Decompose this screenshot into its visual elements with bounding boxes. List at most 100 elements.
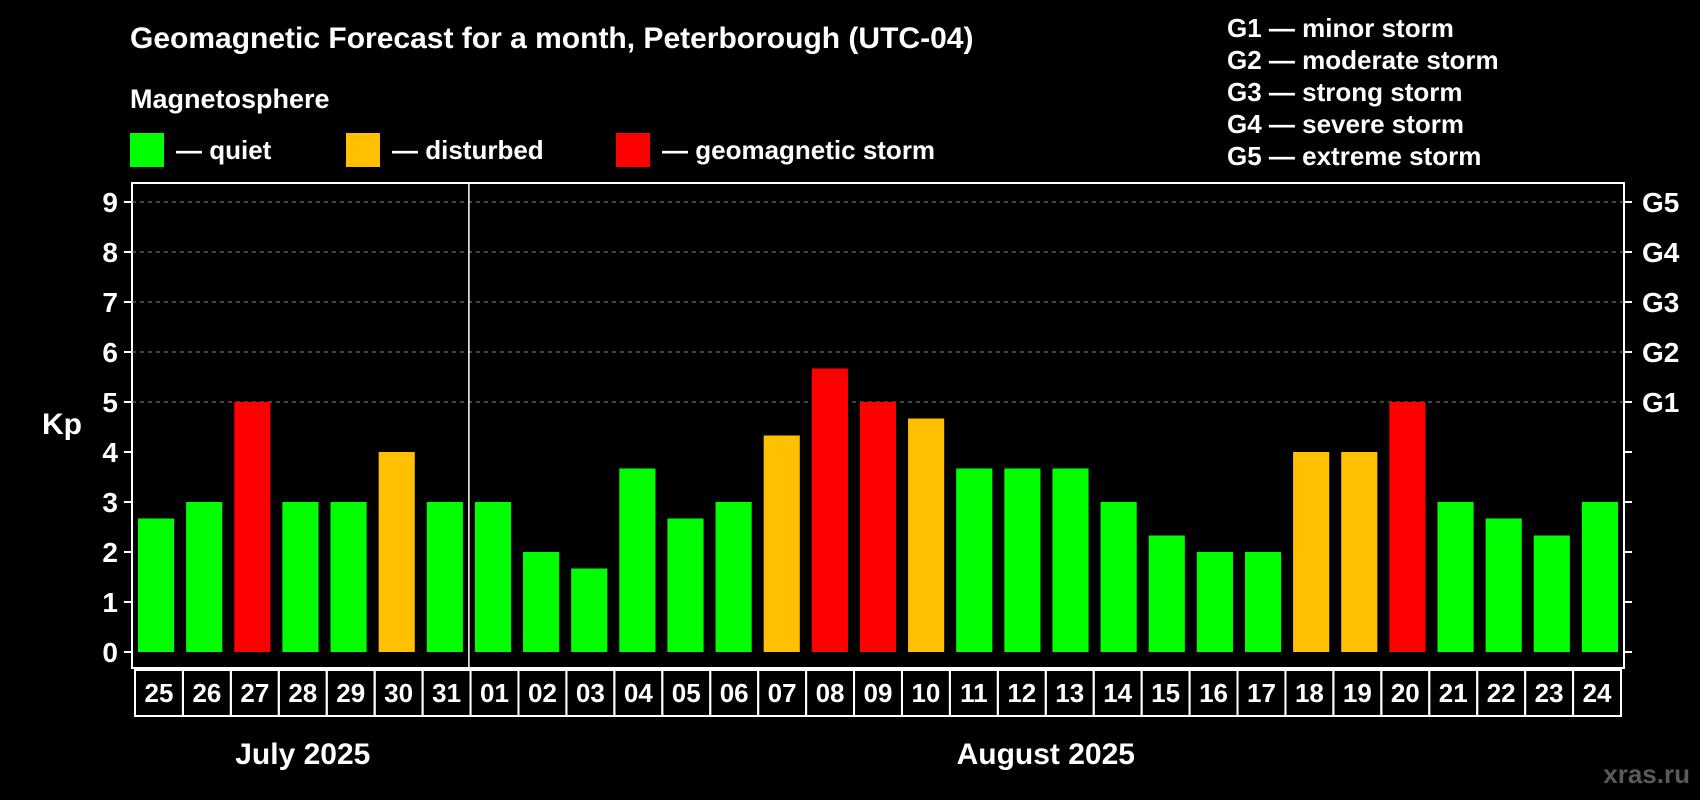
y-tick-label-6: 6 <box>102 337 118 368</box>
bar-28 <box>282 502 319 652</box>
chart-title: Geomagnetic Forecast for a month, Peterb… <box>130 22 974 55</box>
legend-quiet-swatch <box>130 133 164 167</box>
bar-04 <box>619 468 656 652</box>
date-label-20: 20 <box>1391 678 1420 708</box>
legend-storm: — geomagnetic storm <box>616 132 935 168</box>
date-label-12: 12 <box>1007 678 1036 708</box>
bar-16 <box>1196 552 1233 652</box>
date-label-08: 08 <box>816 678 845 708</box>
legend-heading: Magnetosphere <box>130 84 330 114</box>
y-tick-label-2: 2 <box>102 537 118 568</box>
bar-07 <box>763 435 800 652</box>
bar-21 <box>1437 502 1474 652</box>
bar-22 <box>1485 518 1522 652</box>
bar-18 <box>1293 452 1330 652</box>
legend-quiet: — quiet <box>130 132 271 168</box>
y-tick-label-8: 8 <box>102 237 118 268</box>
bar-11 <box>956 468 993 652</box>
y-tick-label-4: 4 <box>102 437 118 468</box>
bar-02 <box>523 552 560 652</box>
date-label-28: 28 <box>288 678 317 708</box>
date-label-04: 04 <box>624 678 653 708</box>
storm-scale-g5: G5 — extreme storm <box>1227 141 1482 171</box>
month-label-0: July 2025 <box>235 738 370 771</box>
date-box-24 <box>1572 669 1623 717</box>
date-label-18: 18 <box>1295 678 1324 708</box>
bar-20 <box>1389 402 1426 652</box>
y-tick-label-1: 1 <box>102 587 118 618</box>
right-tick-label-g1: G1 <box>1642 387 1679 418</box>
right-tick-label-g5: G5 <box>1642 187 1679 218</box>
date-label-31: 31 <box>432 678 461 708</box>
date-label-23: 23 <box>1535 678 1564 708</box>
bar-29 <box>330 502 367 652</box>
y-tick-label-5: 5 <box>102 387 118 418</box>
legend-storm-label: — geomagnetic storm <box>662 134 936 165</box>
date-label-02: 02 <box>528 678 557 708</box>
y-tick-label-0: 0 <box>102 637 118 668</box>
date-label-03: 03 <box>576 678 605 708</box>
date-label-29: 29 <box>336 678 365 708</box>
y-tick-label-9: 9 <box>102 187 118 218</box>
legend-disturbed-swatch <box>346 133 380 167</box>
bar-31 <box>426 502 463 652</box>
y-tick-label-3: 3 <box>102 487 118 518</box>
date-label-27: 27 <box>240 678 269 708</box>
storm-scale-g4: G4 — severe storm <box>1227 109 1465 139</box>
date-label-05: 05 <box>672 678 701 708</box>
bar-24 <box>1581 502 1618 652</box>
bar-14 <box>1100 502 1137 652</box>
bar-25 <box>138 518 175 652</box>
date-label-24: 24 <box>1583 678 1612 708</box>
date-label-21: 21 <box>1439 678 1468 708</box>
legend-disturbed-label: — disturbed <box>392 134 544 165</box>
bar-23 <box>1533 535 1570 652</box>
legend-storm-swatch <box>616 133 650 167</box>
bar-12 <box>1004 468 1041 652</box>
date-label-11: 11 <box>960 678 988 708</box>
bar-15 <box>1148 535 1185 652</box>
date-label-09: 09 <box>864 678 893 708</box>
bar-26 <box>186 502 223 652</box>
right-tick-label-g3: G3 <box>1642 287 1679 318</box>
bar-10 <box>908 418 945 652</box>
bar-27 <box>234 402 271 652</box>
storm-scale-g1: G1 — minor storm <box>1227 13 1454 43</box>
bar-13 <box>1052 468 1089 652</box>
date-label-13: 13 <box>1055 678 1084 708</box>
bar-05 <box>667 518 704 652</box>
bar-17 <box>1244 552 1282 652</box>
watermark: xras.ru <box>1603 759 1690 789</box>
date-label-06: 06 <box>720 678 749 708</box>
storm-scale-g2: G2 — moderate storm <box>1227 45 1499 75</box>
right-tick-label-g2: G2 <box>1642 337 1679 368</box>
date-label-26: 26 <box>192 678 221 708</box>
date-label-30: 30 <box>384 678 413 708</box>
bar-08 <box>811 368 848 652</box>
plot-frame <box>131 182 1625 669</box>
bar-03 <box>571 568 608 652</box>
legend-quiet-label: — quiet <box>176 134 272 165</box>
month-label-1: August 2025 <box>957 738 1135 771</box>
date-label-17: 17 <box>1247 678 1276 708</box>
bar-06 <box>715 502 752 652</box>
bar-30 <box>378 452 415 652</box>
right-tick-label-g4: G4 <box>1642 237 1680 268</box>
date-label-15: 15 <box>1151 678 1180 708</box>
date-label-25: 25 <box>145 678 174 708</box>
date-label-19: 19 <box>1343 678 1372 708</box>
y-axis-label: Kp <box>42 408 82 441</box>
storm-scale-g3: G3 — strong storm <box>1227 77 1463 107</box>
date-label-14: 14 <box>1103 678 1132 708</box>
bar-09 <box>859 402 897 652</box>
date-label-10: 10 <box>911 678 940 708</box>
legend-disturbed: — disturbed <box>346 132 544 168</box>
bar-19 <box>1341 452 1378 652</box>
date-label-16: 16 <box>1199 678 1228 708</box>
date-label-22: 22 <box>1487 678 1516 708</box>
date-label-01: 01 <box>480 678 509 708</box>
y-tick-label-7: 7 <box>102 287 118 318</box>
bar-01 <box>474 502 512 652</box>
date-label-07: 07 <box>768 678 797 708</box>
